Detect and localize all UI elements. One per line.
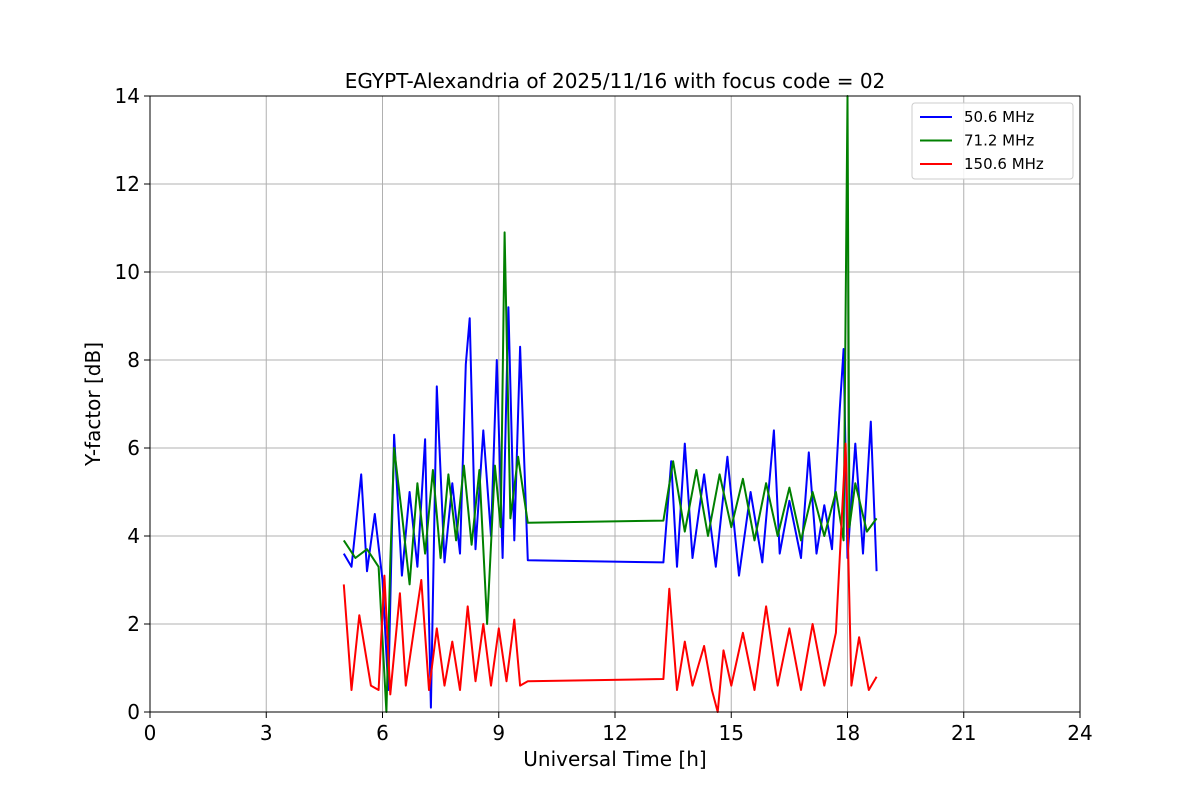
x-tick-label: 3 bbox=[260, 721, 273, 745]
y-tick-label: 6 bbox=[127, 436, 140, 460]
x-tick-label: 9 bbox=[492, 721, 505, 745]
series-line-1 bbox=[342, 95, 878, 713]
x-tick-label: 15 bbox=[719, 721, 744, 745]
x-axis-label: Universal Time [h] bbox=[523, 747, 706, 771]
x-axis: 0 3 6 9 12 15 18 21 24 bbox=[144, 712, 1093, 745]
plot-area bbox=[342, 95, 878, 713]
y-tick-label: 10 bbox=[115, 260, 140, 284]
y-axis: 0 2 4 6 8 10 12 14 bbox=[115, 84, 150, 724]
y-tick-label: 14 bbox=[115, 84, 140, 108]
x-tick-label: 12 bbox=[602, 721, 627, 745]
y-tick-label: 12 bbox=[115, 172, 140, 196]
y-axis-label: Y-factor [dB] bbox=[81, 342, 105, 467]
x-tick-label: 24 bbox=[1067, 721, 1092, 745]
y-tick-label: 8 bbox=[127, 348, 140, 372]
series-line-0 bbox=[342, 306, 878, 709]
x-tick-label: 21 bbox=[951, 721, 976, 745]
x-tick-label: 6 bbox=[376, 721, 389, 745]
series-line-2 bbox=[342, 442, 878, 713]
legend: 50.6 MHz 71.2 MHz 150.6 MHz bbox=[911, 102, 1074, 180]
legend-label-0: 50.6 MHz bbox=[964, 108, 1034, 126]
y-tick-label: 0 bbox=[127, 700, 140, 724]
legend-box bbox=[911, 102, 1074, 180]
legend-label-2: 150.6 MHz bbox=[964, 155, 1044, 173]
y-tick-label: 4 bbox=[127, 524, 140, 548]
legend-label-1: 71.2 MHz bbox=[964, 132, 1034, 150]
y-tick-label: 2 bbox=[127, 612, 140, 636]
x-tick-label: 18 bbox=[835, 721, 860, 745]
chart-title: EGYPT-Alexandria of 2025/11/16 with focu… bbox=[345, 69, 886, 93]
x-tick-label: 0 bbox=[144, 721, 157, 745]
